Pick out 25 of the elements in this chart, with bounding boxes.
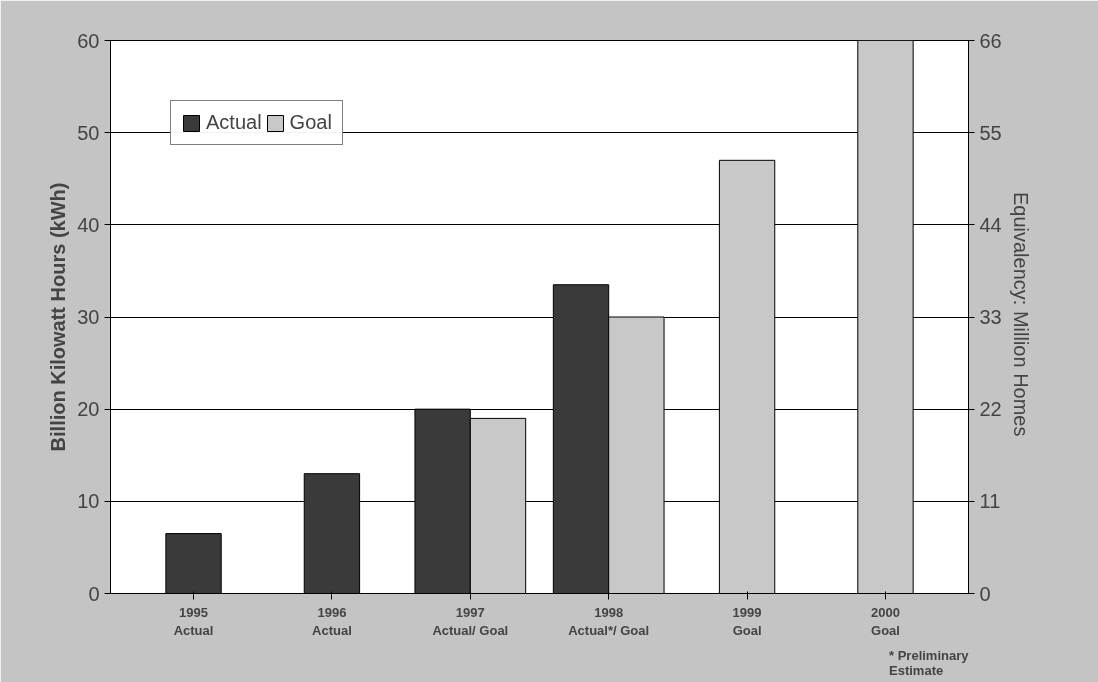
x-tick-label: 1999 Goal [732, 604, 762, 638]
text: * Preliminary Estimate [889, 647, 970, 678]
y-tick-label: 30 [77, 306, 100, 328]
x-tick-label: 2000 Goal [871, 604, 900, 638]
y-tick-label: 50 [77, 121, 100, 144]
y2-tick-label: 22 [979, 398, 1002, 421]
x-tick-label: 1997 Actual/ Goal [432, 604, 509, 638]
y-tick-label: 40 [77, 213, 100, 236]
x-tick-label: 1995 Actual [173, 604, 214, 638]
x-tick-label: 1998 Actual*/ Goal [568, 604, 650, 638]
y-axis-title: Billion Kilowatt Hours (kWh) [47, 182, 70, 452]
y2-tick-label: 33 [979, 306, 1002, 328]
y-tick-label: 0 [88, 582, 100, 605]
legend-label: Actual [206, 111, 262, 134]
y-tick-label: 20 [77, 398, 100, 421]
y-tick-label: 10 [77, 490, 100, 513]
y2-tick-label: 44 [979, 213, 1002, 236]
y2-tick-label: 0 [979, 582, 991, 605]
y2-tick-label: 55 [979, 121, 1002, 144]
y-tick-label: 60 [77, 29, 100, 52]
y2-axis-title: Equivalency: Million Homes [1009, 191, 1032, 437]
y2-tick-label: 66 [979, 29, 1002, 52]
x-tick-label: 1996 Actual [312, 604, 352, 638]
legend-label: Goal [289, 111, 332, 134]
y2-tick-label: 11 [979, 490, 1001, 513]
